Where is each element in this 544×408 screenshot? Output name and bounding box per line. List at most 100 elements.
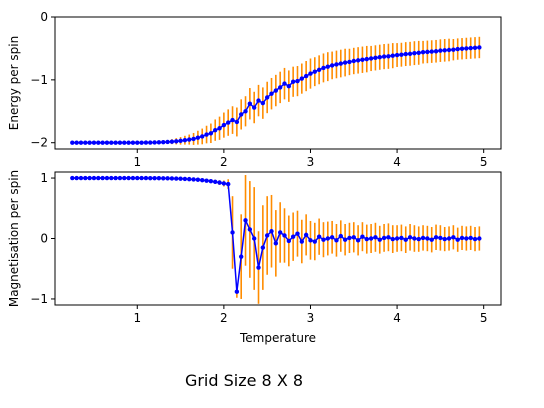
data-point — [217, 126, 222, 131]
data-point — [260, 245, 266, 250]
data-point — [386, 54, 391, 59]
data-point — [191, 177, 196, 182]
data-point — [204, 178, 209, 183]
data-point — [295, 231, 300, 236]
data-point — [334, 238, 339, 243]
data-point — [204, 132, 209, 137]
data-point — [213, 179, 218, 185]
data-point — [451, 47, 456, 52]
data-point — [407, 235, 413, 240]
data-point — [477, 45, 482, 50]
data-point — [130, 175, 136, 181]
data-point — [355, 238, 361, 243]
data-point — [399, 235, 404, 241]
data-point — [269, 91, 274, 96]
data-point — [386, 235, 391, 240]
data-point — [200, 134, 205, 139]
data-point — [221, 122, 227, 128]
data-point — [464, 46, 469, 51]
data-point — [230, 117, 235, 123]
data-point — [83, 140, 88, 145]
data-point — [403, 51, 408, 57]
data-point — [143, 175, 149, 181]
y-axis-label: Magnetisation per spin — [7, 170, 21, 307]
data-point — [316, 67, 322, 73]
data-point — [446, 236, 452, 241]
data-point — [156, 140, 162, 145]
data-point — [286, 238, 292, 244]
data-point — [429, 237, 434, 242]
data-point — [104, 140, 110, 145]
data-point — [442, 236, 447, 242]
data-point — [295, 78, 300, 84]
data-point — [308, 238, 313, 243]
data-point — [390, 236, 395, 242]
data-point — [277, 85, 283, 90]
data-point — [329, 63, 335, 68]
data-point — [264, 233, 270, 238]
x-tick-label: 5 — [480, 311, 488, 325]
data-point — [247, 227, 253, 232]
data-point — [226, 181, 231, 187]
data-point — [83, 175, 88, 181]
data-point — [74, 140, 79, 145]
axes-frame — [54, 16, 502, 150]
data-point — [139, 175, 144, 181]
data-point — [412, 236, 417, 241]
data-point — [472, 236, 478, 242]
data-point — [425, 49, 430, 55]
data-point — [74, 175, 79, 181]
data-point — [299, 239, 305, 244]
data-point — [303, 73, 309, 79]
data-point — [113, 175, 118, 181]
data-point — [195, 177, 201, 182]
data-point — [251, 105, 257, 110]
data-point — [169, 176, 175, 181]
data-point — [329, 235, 335, 240]
data-point — [312, 239, 318, 244]
x-axis-label: Temperature — [239, 331, 316, 345]
data-point — [96, 175, 101, 181]
data-point — [243, 109, 248, 114]
data-point — [191, 136, 196, 142]
x-tick-label: 3 — [307, 155, 315, 169]
data-point — [347, 235, 352, 241]
data-point — [455, 46, 460, 52]
data-point — [135, 175, 140, 181]
data-point — [87, 140, 92, 145]
data-point — [182, 138, 188, 143]
data-point — [338, 61, 343, 66]
data-point — [308, 71, 313, 76]
data-point — [455, 237, 460, 242]
data-point — [221, 181, 227, 186]
data-point — [472, 45, 478, 50]
data-point — [152, 175, 157, 181]
data-point — [122, 140, 127, 145]
data-point — [104, 175, 110, 181]
data-point — [91, 140, 97, 145]
data-point — [325, 236, 330, 241]
data-point — [342, 60, 348, 65]
magnetisation-plot: 1 2 3 4 5 1 0 −1 Magnetisation per spin Temperatu… — [7, 170, 502, 345]
x-tick-label: 4 — [393, 311, 401, 325]
data-point — [161, 139, 166, 145]
data-point — [230, 230, 235, 235]
data-point — [377, 237, 382, 242]
x-tick-label: 1 — [133, 311, 141, 325]
data-point — [78, 140, 84, 145]
data-point — [364, 56, 369, 62]
data-point — [178, 176, 183, 181]
data-point — [234, 119, 240, 125]
data-point — [338, 233, 343, 239]
data-point — [208, 131, 214, 136]
data-point — [290, 234, 296, 239]
data-point — [351, 235, 356, 240]
data-point — [425, 236, 430, 241]
x-tick-label: 3 — [307, 311, 315, 325]
data-point — [256, 265, 261, 270]
data-point — [364, 236, 369, 242]
data-point — [178, 138, 183, 144]
x-tick-label: 2 — [220, 155, 228, 169]
data-point — [459, 235, 465, 241]
data-point — [381, 54, 387, 59]
